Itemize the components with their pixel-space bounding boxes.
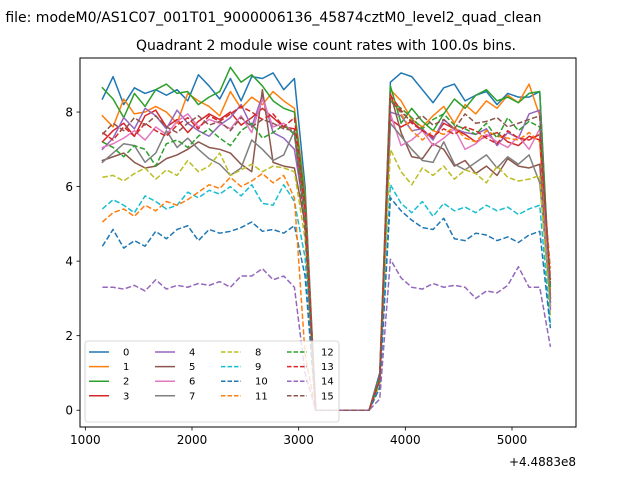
legend-label-9: 9: [255, 362, 261, 373]
chart-title: Quadrant 2 module wise count rates with …: [136, 38, 516, 54]
x-tick-label: 2000: [177, 433, 208, 447]
legend-label-1: 1: [123, 362, 129, 373]
legend-label-8: 8: [255, 348, 261, 359]
legend-label-10: 10: [255, 377, 268, 388]
x-tick-label: 3000: [283, 433, 314, 447]
legend-label-0: 0: [123, 348, 129, 359]
legend-label-11: 11: [255, 391, 268, 402]
legend-label-14: 14: [321, 377, 334, 388]
axes-frame: [79, 57, 577, 428]
series-line-10: [101, 197, 552, 411]
legend-label-3: 3: [123, 391, 129, 402]
legend-box: [84, 340, 340, 423]
series-line-11: [101, 94, 552, 411]
legend-label-5: 5: [189, 362, 195, 373]
y-tick-label: 2: [65, 329, 73, 343]
x-tick-label: 1000: [70, 433, 101, 447]
series-line-15: [101, 100, 552, 411]
legend-label-4: 4: [189, 348, 195, 359]
y-tick-label: 0: [65, 404, 73, 418]
legend-label-2: 2: [123, 377, 129, 388]
legend-label-7: 7: [189, 391, 195, 402]
x-tick-label: 4000: [390, 433, 421, 447]
x-tick-label: 5000: [497, 433, 528, 447]
y-tick-label: 8: [65, 106, 73, 120]
figure-suptitle: n file: modeM0/AS1C07_001T01_9000006136_…: [0, 10, 541, 26]
legend-label-15: 15: [321, 391, 334, 402]
y-tick-label: 6: [65, 180, 73, 194]
x-offset-label: +4.4883e8: [509, 455, 576, 469]
legend-label-12: 12: [321, 348, 334, 359]
y-tick-label: 4: [65, 255, 73, 269]
legend-label-13: 13: [321, 362, 334, 373]
legend-label-6: 6: [189, 377, 195, 388]
